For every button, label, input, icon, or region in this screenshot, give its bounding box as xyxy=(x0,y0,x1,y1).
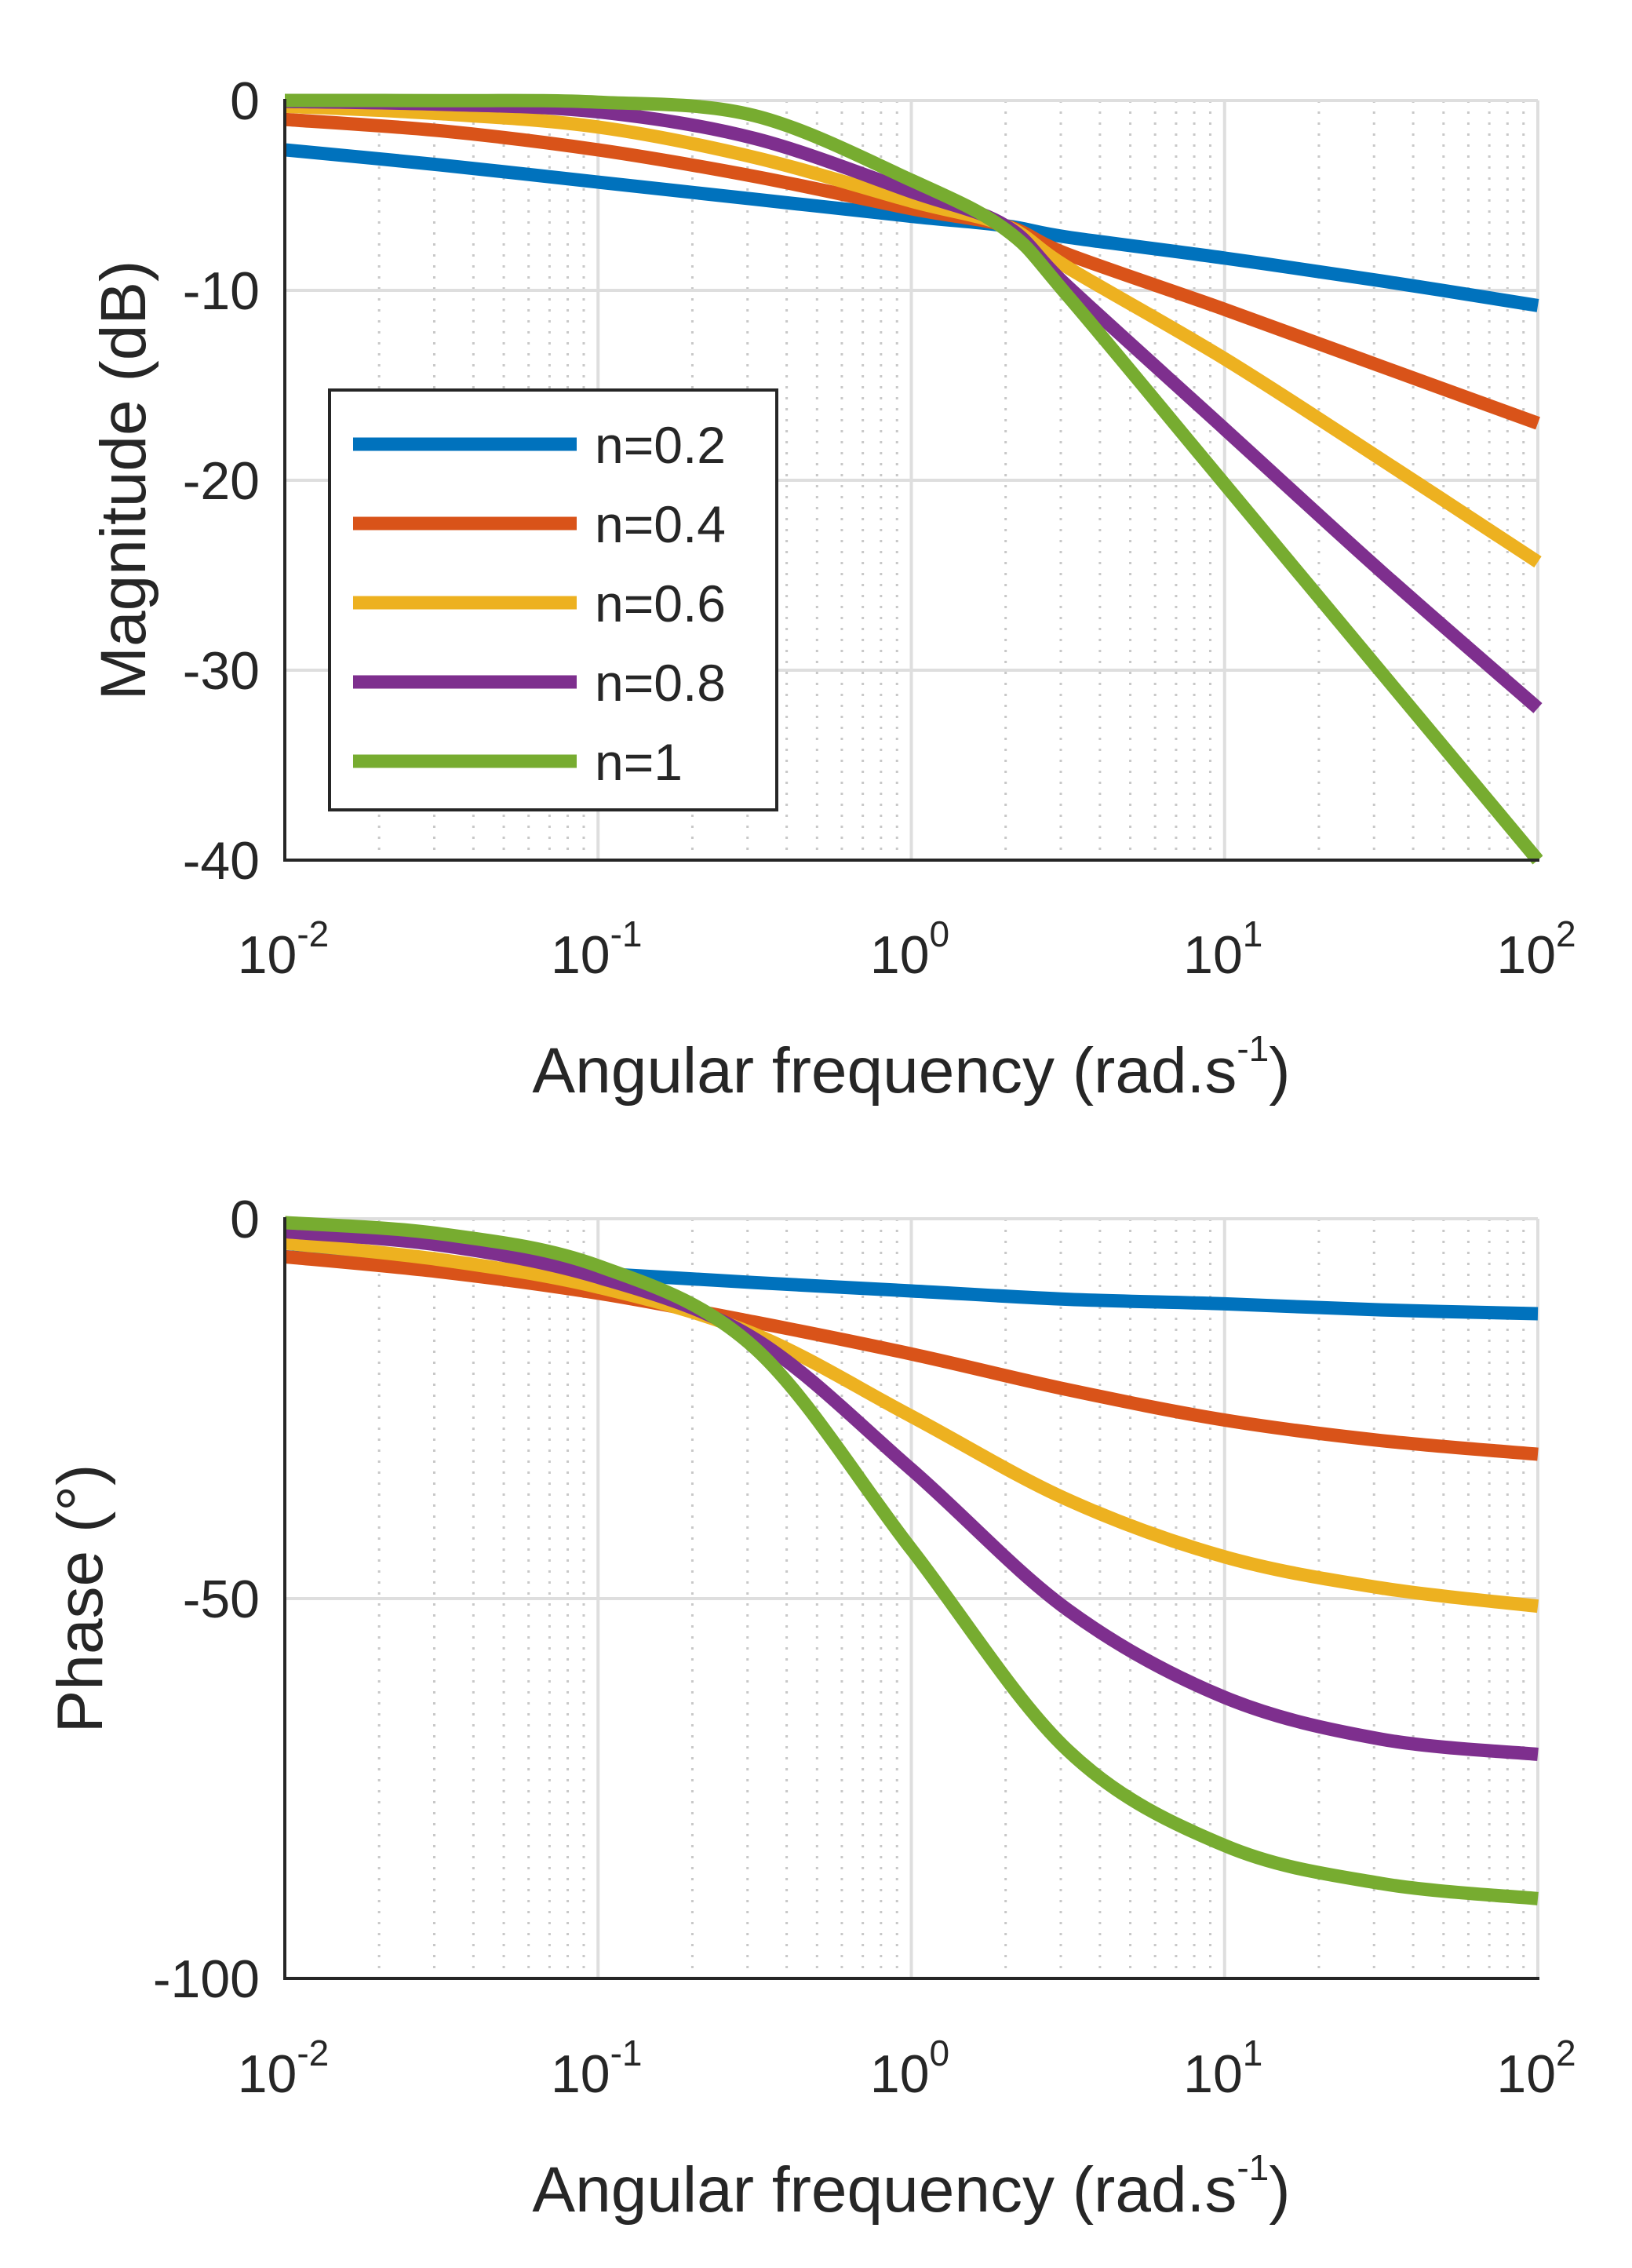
series-line-n=0.4 xyxy=(284,1249,1539,1461)
legend-label: n=0.6 xyxy=(595,574,726,633)
legend-label: n=0.2 xyxy=(595,416,726,474)
legend-label: n=0.8 xyxy=(595,654,726,712)
y-tick-label: -50 xyxy=(183,1570,260,1629)
y-tick-label: -10 xyxy=(183,261,260,321)
magnitude-plot: 0 -10 -20 -30 -40 10-2 10-1 100 101 102 Angular fr… xyxy=(88,71,1576,1107)
x-tick-label: 100 xyxy=(870,913,949,985)
major-grid xyxy=(283,1217,1539,1980)
x-tick-label: 10-1 xyxy=(551,2033,643,2104)
y-axis-label: Phase (°) xyxy=(45,1464,116,1734)
series-group xyxy=(284,1216,1539,1905)
x-tick-label: 10-2 xyxy=(238,913,330,985)
y-tick-label: -20 xyxy=(183,451,260,511)
series-line-n=1 xyxy=(284,1216,1539,1905)
phase-plot: 0 -50 -100 10-2 10-1 100 101 102 Angular frequen… xyxy=(45,1190,1576,2226)
x-axis-label: Angular frequency (rad.s-1) xyxy=(532,2147,1290,2226)
series-line-n=1 xyxy=(284,93,1543,865)
y-tick-label: -40 xyxy=(183,831,260,891)
x-tick-label: 101 xyxy=(1183,913,1262,985)
y-tick-label: 0 xyxy=(230,1190,260,1249)
legend-label: n=0.4 xyxy=(595,495,726,553)
y-tick-label: -100 xyxy=(153,1949,260,2009)
y-tick-label: 0 xyxy=(230,71,260,131)
series-line-n=0.8 xyxy=(284,1224,1539,1761)
x-tick-label: 102 xyxy=(1496,2033,1576,2104)
y-tick-label: -30 xyxy=(183,641,260,701)
y-axis-label: Magnitude (dB) xyxy=(88,261,159,701)
legend: n=0.2 n=0.4 n=0.6 n=0.8 n=1 xyxy=(328,388,778,811)
x-tick-label: 101 xyxy=(1183,2033,1262,2104)
x-tick-label: 100 xyxy=(870,2033,949,2104)
x-tick-label: 10-2 xyxy=(238,2033,330,2104)
x-axis-label: Angular frequency (rad.s-1) xyxy=(532,1028,1290,1107)
series-group xyxy=(284,93,1543,865)
x-tick-label: 10-1 xyxy=(551,913,643,985)
x-tick-label: 102 xyxy=(1496,913,1576,985)
legend-label: n=1 xyxy=(595,733,683,791)
series-line-n=0.6 xyxy=(284,1236,1539,1613)
